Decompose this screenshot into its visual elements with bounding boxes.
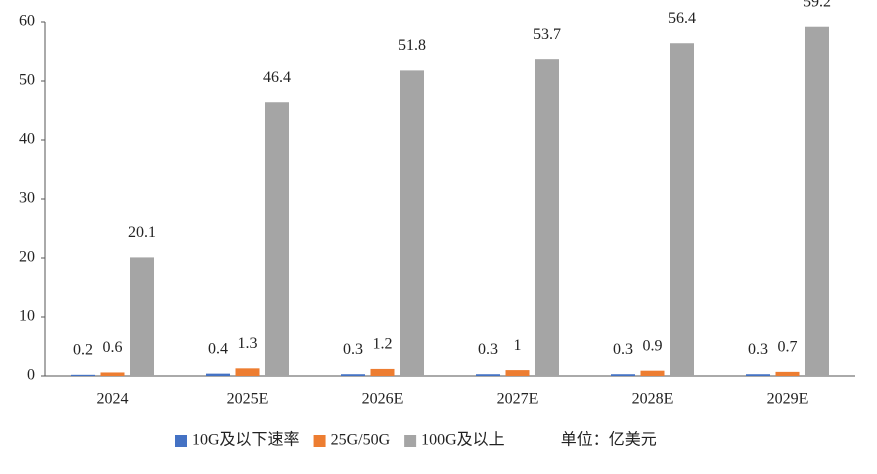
bar — [505, 370, 530, 376]
x-tick-label: 2024 — [97, 391, 129, 408]
value-label: 1.3 — [238, 335, 258, 352]
bar — [400, 70, 424, 376]
x-tick-label: 2029E — [767, 391, 809, 408]
value-label: 0.9 — [643, 337, 663, 354]
value-label: 51.8 — [398, 37, 426, 54]
value-label: 56.4 — [668, 10, 696, 27]
value-label: 20.1 — [128, 224, 156, 241]
x-tick-label: 2028E — [632, 391, 674, 408]
bar — [235, 368, 260, 376]
x-tick-label: 2027E — [497, 391, 539, 408]
bar — [775, 371, 800, 376]
y-tick-label: 30 — [19, 190, 35, 207]
bar — [206, 373, 230, 376]
legend-swatch — [404, 435, 417, 447]
value-label: 0.6 — [103, 339, 123, 356]
value-label: 0.3 — [613, 341, 633, 358]
value-label: 46.4 — [263, 69, 291, 86]
value-label: 0.4 — [208, 340, 228, 357]
value-label: 0.3 — [343, 341, 363, 358]
bar — [640, 370, 665, 376]
x-tick-label: 2026E — [362, 391, 404, 408]
legend-label: 25G/50G — [331, 432, 391, 449]
y-tick-label: 50 — [19, 72, 35, 89]
bar — [100, 372, 125, 376]
legend-swatch — [313, 435, 326, 447]
value-label: 53.7 — [533, 26, 561, 43]
value-label: 0.3 — [748, 341, 768, 358]
y-tick-label: 40 — [19, 131, 35, 148]
legend-swatch — [175, 435, 187, 447]
legend-label: 100G及以上 — [421, 431, 505, 449]
bar — [476, 374, 500, 376]
x-tick-label: 2025E — [227, 391, 269, 408]
bar — [370, 368, 395, 376]
bar — [265, 102, 289, 377]
bar — [535, 59, 559, 377]
y-tick-label: 60 — [19, 13, 35, 30]
unit-label: 单位：亿美元 — [561, 431, 657, 449]
y-tick-label: 20 — [19, 249, 35, 266]
y-tick-label: 0 — [27, 367, 35, 384]
bar — [130, 257, 154, 376]
bar — [805, 26, 829, 376]
bar — [670, 43, 694, 377]
legend-label: 10G及以下速率 — [192, 431, 300, 449]
value-label: 1 — [514, 337, 522, 354]
bar — [71, 374, 95, 376]
value-label: 1.2 — [373, 336, 393, 353]
bar — [611, 374, 635, 376]
value-label: 59.2 — [803, 0, 831, 10]
value-label: 0.7 — [778, 339, 798, 356]
bar — [746, 374, 770, 376]
bar — [341, 374, 365, 376]
value-label: 0.2 — [73, 341, 93, 358]
y-tick-label: 10 — [19, 308, 35, 325]
value-label: 0.3 — [478, 341, 498, 358]
